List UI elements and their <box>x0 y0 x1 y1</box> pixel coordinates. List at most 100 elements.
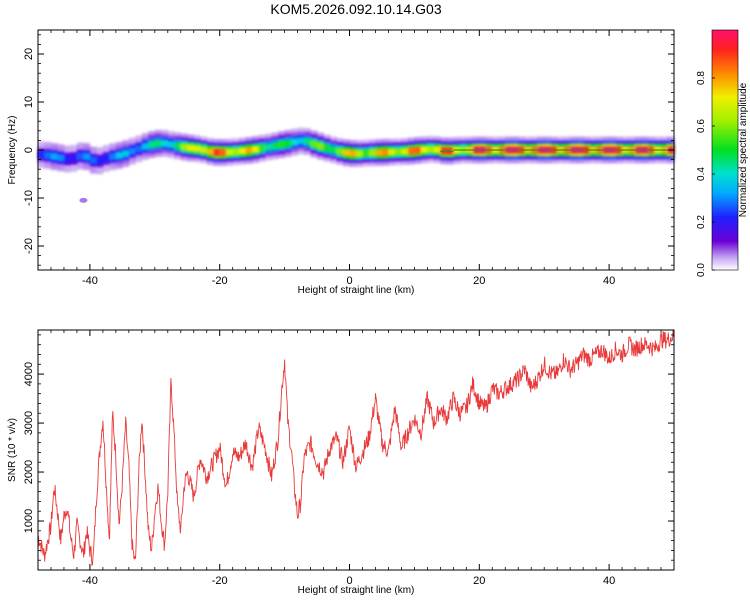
snr-x-tick-label: 20 <box>473 575 485 587</box>
heat-cell <box>349 150 357 157</box>
colorbar-tick-label: 0.8 <box>696 71 707 85</box>
heat-cell <box>213 149 221 156</box>
heat-cell <box>258 144 266 152</box>
heat-cell <box>167 141 175 148</box>
heat-cell <box>317 142 324 150</box>
y-tick-label: -10 <box>23 190 35 206</box>
snr-y-tick-label: 2000 <box>23 460 35 484</box>
heat-cell <box>206 148 214 155</box>
heat-cell <box>44 152 52 159</box>
spectrogram-frame <box>37 29 675 271</box>
heat-cell <box>115 152 123 159</box>
heat-cell <box>284 140 292 147</box>
heat-cell <box>135 145 143 153</box>
colorbar-tick-label: 0.0 <box>696 263 707 277</box>
heat-cell <box>368 149 376 157</box>
snr-y-tick-label: 3000 <box>23 411 35 435</box>
heat-cell <box>362 149 370 157</box>
heat-cell <box>83 153 91 160</box>
heat-cell <box>356 150 363 157</box>
heat-cell <box>304 138 311 145</box>
y-tick-label: -20 <box>23 238 35 254</box>
chart-title: KOM5.2026.092.10.14.G03 <box>270 1 441 17</box>
snr-panel: -40 -20 0 20 40 1000 2000 3000 4000 Height of st… <box>7 329 675 596</box>
heat-cell <box>193 145 201 153</box>
colorbar-tick-label: 0.4 <box>696 167 707 181</box>
heat-cell <box>414 147 422 154</box>
x-tick-label: -40 <box>82 275 98 287</box>
heat-cell <box>388 148 396 156</box>
outlier-blob <box>79 197 88 203</box>
x-tick-label: -20 <box>212 275 228 287</box>
heat-cell <box>427 145 435 153</box>
y-tick-label: 10 <box>23 96 35 108</box>
x-tick-label: 40 <box>603 275 615 287</box>
heat-cell <box>297 137 305 145</box>
snr-x-tick-label: 0 <box>346 575 352 587</box>
heat-cell <box>323 144 331 152</box>
spectrogram-ylabel: Frequency (Hz) <box>7 116 18 185</box>
heat-cell <box>343 149 350 157</box>
heat-cell <box>407 147 415 155</box>
heat-cell <box>226 148 234 156</box>
heat-cell <box>265 143 272 151</box>
snr-xlabel: Height of straight line (km) <box>298 585 415 596</box>
colorbar: 0.0 0.2 0.4 0.6 0.8 Normalized spectral ampl… <box>696 29 749 277</box>
heat-cell <box>122 150 130 157</box>
snr-ylabel: SNR (10 * v/v) <box>7 418 18 482</box>
snr-y-tick-label: 1000 <box>23 509 35 533</box>
snr-trace <box>37 329 675 567</box>
heat-cell <box>330 146 337 154</box>
heat-cell <box>187 144 195 152</box>
heat-cell <box>38 151 45 159</box>
heat-cell <box>76 152 84 160</box>
heat-cell <box>433 146 441 153</box>
heat-cell <box>96 157 104 165</box>
colorbar-tick-label: 0.2 <box>696 215 707 229</box>
heat-cell <box>375 149 383 156</box>
heat-cell <box>180 143 188 151</box>
heat-cell <box>420 146 428 154</box>
heat-cell <box>63 155 71 163</box>
colorbar-tick-label: 0.6 <box>696 119 707 133</box>
heat-cell <box>128 147 136 155</box>
heat-cell <box>50 153 58 160</box>
snr-frame <box>37 329 675 571</box>
heat-cell <box>102 155 110 162</box>
heat-cell <box>161 140 169 147</box>
y-tick-label: 20 <box>23 48 35 60</box>
heat-cell <box>278 141 285 148</box>
ridge-centerline <box>440 149 674 153</box>
heat-cell <box>381 148 389 156</box>
snr-marks <box>37 329 675 567</box>
heat-cell <box>141 143 149 150</box>
colorbar-label: Normalized spectral amplitude <box>738 82 749 217</box>
heat-cell <box>174 142 182 150</box>
heat-cell <box>310 140 318 148</box>
heat-cell <box>239 147 246 155</box>
y-tick-label: 0 <box>23 147 35 153</box>
heat-cell <box>252 146 259 153</box>
heat-cell <box>336 148 344 155</box>
heat-cell <box>200 146 208 154</box>
x-tick-label: 0 <box>346 275 352 287</box>
spectrogram-panel: -40 -20 0 20 40 -20 -10 0 10 20 Height of straigh… <box>7 29 675 296</box>
snr-x-tick-label: 40 <box>603 575 615 587</box>
x-tick-label: 20 <box>473 275 485 287</box>
heat-cell <box>401 148 409 155</box>
heat-cell <box>291 138 298 146</box>
colorbar-ticks: 0.0 0.2 0.4 0.6 0.8 <box>696 71 715 277</box>
snr-y-tick-label: 4000 <box>23 362 35 386</box>
heat-cell <box>57 154 65 162</box>
heat-cell <box>232 148 240 156</box>
heat-cell <box>70 155 78 162</box>
heat-cell <box>148 141 156 148</box>
colorbar-frame <box>711 29 739 271</box>
snr-x-tick-label: -40 <box>82 575 98 587</box>
colorbar-gradient <box>712 30 738 270</box>
heat-cell <box>394 148 402 156</box>
heat-cell <box>219 149 227 156</box>
heat-cell <box>109 153 117 160</box>
